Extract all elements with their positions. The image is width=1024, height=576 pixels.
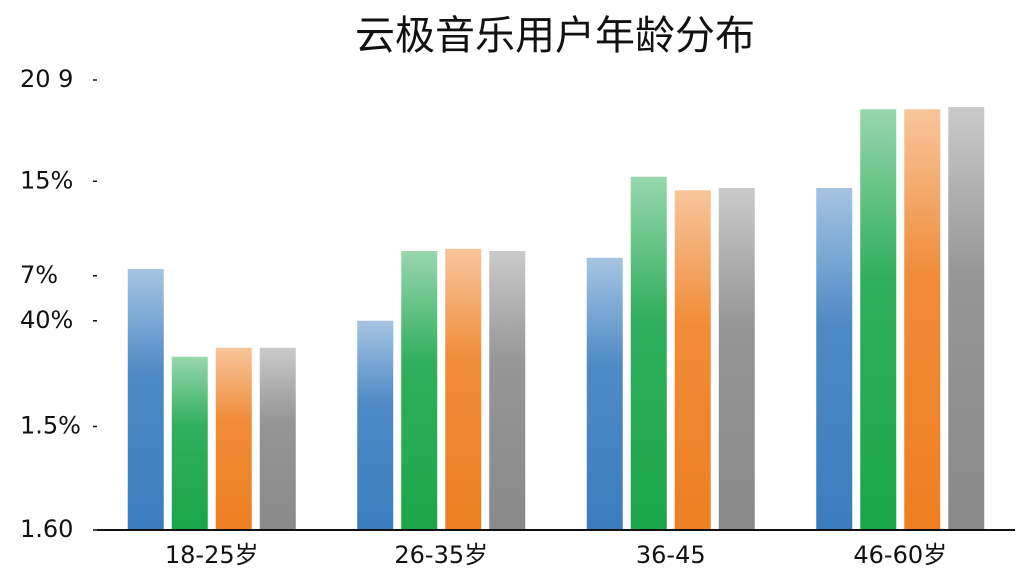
bar xyxy=(215,347,252,530)
bar xyxy=(171,356,208,530)
bar xyxy=(860,109,897,530)
y-tick-label: 40% xyxy=(20,306,73,334)
bar xyxy=(718,188,755,530)
bar xyxy=(816,188,853,530)
x-tick-label: 18-25岁 xyxy=(165,541,259,569)
bar xyxy=(127,269,164,530)
x-tick-label: 36-45 xyxy=(636,541,706,569)
bar xyxy=(948,107,985,530)
bar xyxy=(445,248,482,530)
x-tick-label: 26-35岁 xyxy=(394,541,488,569)
bar xyxy=(630,176,667,530)
y-tick-label: 20 9 xyxy=(20,65,73,93)
bar xyxy=(401,251,438,530)
y-tick-label: 15% xyxy=(20,166,73,194)
y-tick-label: 7% xyxy=(20,261,58,289)
bar xyxy=(357,320,394,530)
bar xyxy=(586,257,623,530)
y-tick-label: 1.60 xyxy=(20,515,73,543)
bar xyxy=(259,347,296,530)
chart-title: 云极音乐用户年龄分布 xyxy=(355,13,755,59)
x-tick-label: 46-60岁 xyxy=(853,541,947,569)
y-tick-label: 1.5% xyxy=(20,412,81,440)
bar xyxy=(904,109,941,530)
bar xyxy=(674,190,711,530)
bar xyxy=(489,251,526,530)
